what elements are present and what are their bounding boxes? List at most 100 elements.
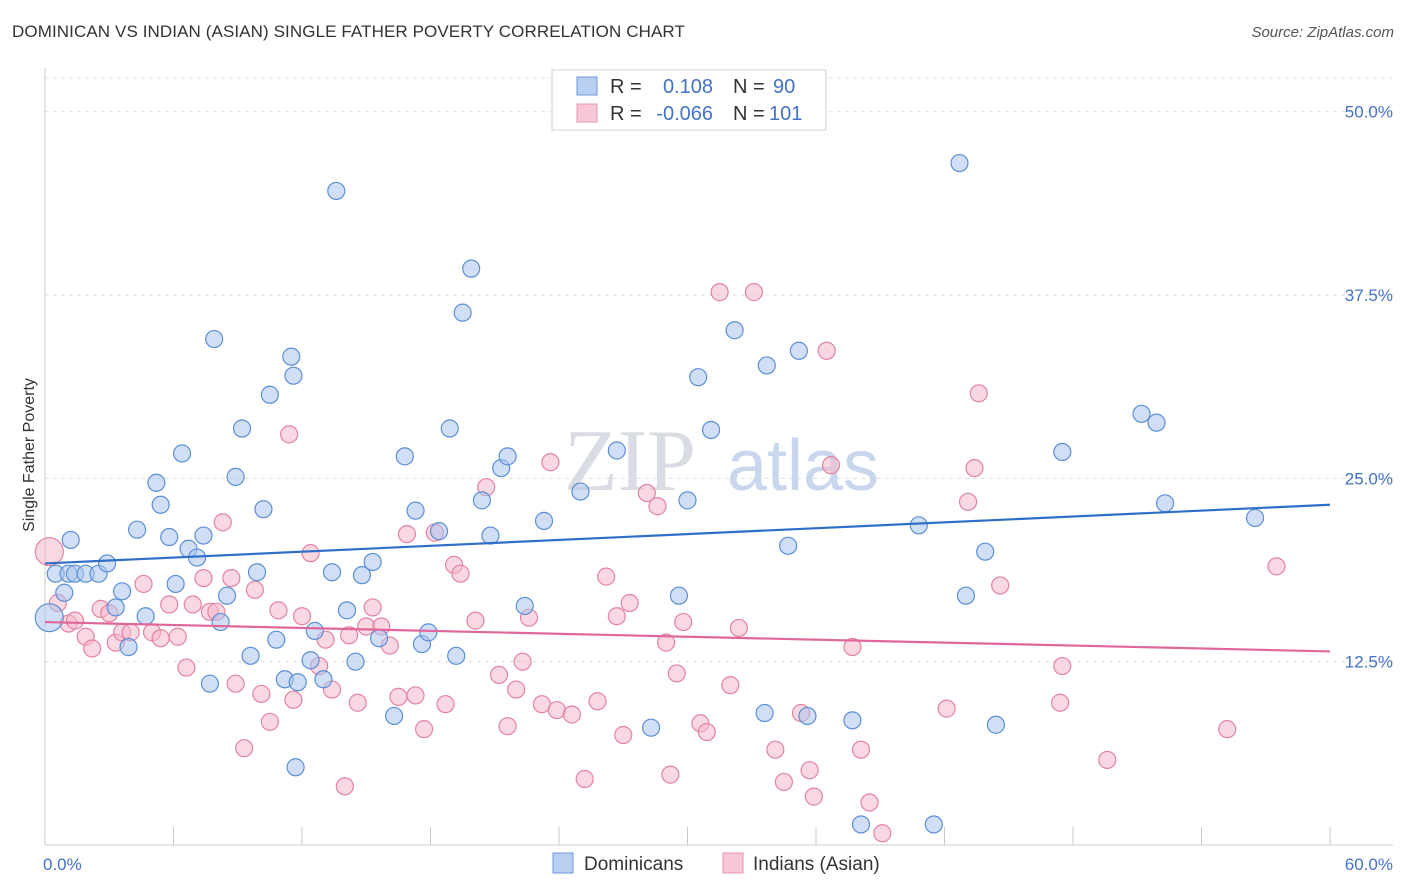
point-dominicans: [151, 495, 170, 514]
point-dominicans: [98, 554, 117, 573]
point-indians: [245, 580, 264, 599]
point-dominicans: [1132, 404, 1151, 423]
point-dominicans: [34, 603, 64, 633]
legend-swatch-indians: [576, 103, 598, 123]
point-dominicans: [515, 596, 534, 616]
point-indians: [397, 524, 417, 544]
gridlines: [45, 77, 1393, 663]
point-indians: [674, 612, 693, 632]
point-dominicans: [909, 516, 928, 535]
indians-points: [34, 283, 1286, 843]
point-dominicans: [55, 583, 74, 602]
point-indians: [721, 676, 740, 695]
point-dominicans: [669, 586, 689, 605]
point-dominicans: [200, 674, 220, 693]
dominicans-points: [34, 153, 1265, 834]
point-dominicans: [232, 419, 252, 438]
watermark-atlas: atlas: [727, 426, 879, 506]
bottom-legend-swatch-indians: [722, 852, 744, 874]
point-indians: [843, 637, 862, 657]
point-dominicans: [314, 670, 333, 689]
point-indians: [414, 720, 434, 739]
point-indians: [363, 598, 382, 617]
series-legend: Dominicans Indians (Asian): [552, 852, 880, 875]
bottom-legend-dominicans: Dominicans: [584, 854, 683, 875]
point-dominicans: [429, 522, 449, 541]
point-indians: [937, 699, 956, 718]
point-dominicans: [384, 706, 404, 726]
point-dominicans: [226, 467, 245, 486]
point-dominicans: [755, 703, 774, 723]
legend-r-label: R =: [610, 76, 642, 98]
point-indians: [1098, 750, 1117, 770]
bottom-legend-swatch-dominicans: [552, 852, 574, 874]
point-dominicans: [701, 420, 721, 440]
point-dominicans: [61, 530, 80, 550]
point-dominicans: [119, 637, 138, 657]
legend-n-value-indians: 101: [769, 103, 802, 125]
point-dominicans: [166, 574, 185, 594]
point-dominicans: [217, 586, 237, 605]
point-dominicans: [282, 347, 301, 366]
point-indians: [873, 824, 892, 843]
point-dominicans: [1147, 413, 1166, 432]
point-indians: [292, 607, 312, 626]
point-indians: [235, 739, 254, 758]
point-indians: [498, 717, 517, 736]
point-dominicans: [419, 623, 438, 642]
point-indians: [965, 458, 984, 478]
point-indians: [656, 633, 676, 652]
legend-r-label: R =: [610, 103, 642, 125]
point-indians: [744, 283, 763, 302]
point-indians: [1053, 656, 1072, 676]
point-indians: [607, 607, 626, 626]
point-indians: [151, 629, 170, 648]
point-dominicans: [241, 646, 260, 665]
point-indians: [177, 658, 196, 677]
point-dominicans: [851, 815, 871, 834]
point-indians: [1267, 557, 1286, 576]
trend-lines: [44, 503, 1331, 653]
point-dominicans: [498, 447, 517, 466]
trend-line-indians: [44, 620, 1331, 653]
point-dominicans: [447, 646, 466, 665]
y-tick-label: 12.5%: [1345, 653, 1393, 672]
point-dominicans: [363, 552, 382, 572]
point-indians: [466, 611, 485, 630]
point-indians: [800, 761, 819, 780]
point-dominicans: [305, 621, 324, 640]
point-indians: [851, 740, 871, 759]
point-indians: [34, 537, 64, 567]
y-tick-label: 25.0%: [1345, 469, 1393, 488]
point-indians: [547, 700, 566, 720]
y-axis-label: Single Father Poverty: [21, 378, 38, 532]
axes: [44, 68, 1393, 846]
point-indians: [774, 772, 793, 792]
point-indians: [194, 568, 213, 588]
point-indians: [637, 483, 656, 503]
legend-n-label: N =: [733, 76, 765, 98]
point-indians: [213, 513, 232, 532]
point-indians: [541, 453, 560, 472]
point-dominicans: [798, 706, 817, 726]
point-indians: [389, 687, 408, 706]
point-indians: [614, 725, 633, 745]
point-indians: [160, 595, 179, 614]
point-indians: [280, 425, 299, 444]
chart-title: DOMINICAN VS INDIAN (ASIAN) SINGLE FATHE…: [12, 22, 685, 41]
bottom-legend-indians: Indians (Asian): [753, 854, 880, 875]
point-dominicans: [843, 711, 862, 730]
point-dominicans: [571, 482, 590, 501]
point-indians: [260, 712, 279, 731]
point-indians: [348, 693, 367, 712]
point-indians: [597, 567, 616, 586]
point-dominicans: [327, 181, 346, 201]
point-indians: [340, 626, 359, 645]
trend-line-dominicans: [44, 503, 1331, 565]
point-dominicans: [689, 368, 708, 387]
point-indians: [83, 639, 102, 658]
point-dominicans: [976, 542, 995, 561]
point-dominicans: [211, 612, 230, 632]
point-dominicans: [260, 385, 279, 404]
point-indians: [222, 568, 241, 588]
